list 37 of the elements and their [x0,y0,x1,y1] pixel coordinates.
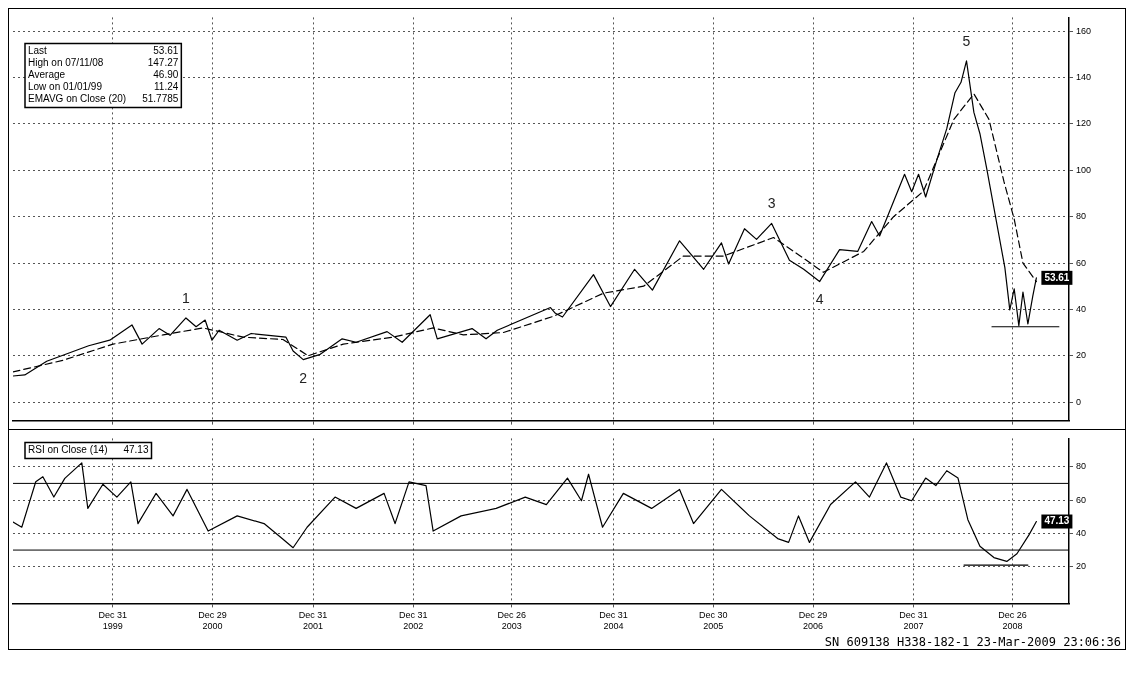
x-tick-label: Dec 29 2000 [198,610,227,632]
annotation: 5 [962,32,971,49]
y-tick-label: 120 [1076,118,1092,129]
y-tick-label: 140 [1076,72,1092,83]
y-tick-label: 160 [1076,25,1092,36]
text: EMAVG on Close (20) 51.7785 [28,93,179,105]
x-tick-label: Dec 26 2008 [998,610,1027,632]
annotation: 1 [182,289,191,306]
y-tick-label: 20 [1076,350,1087,361]
x-tick-label: Dec 30 2005 [698,610,728,632]
y-tick-label: 80 [1076,461,1087,472]
y-tick-label: 0 [1076,396,1082,407]
x-tick-label: Dec 31 2007 [899,610,928,632]
x-tick-label: Dec 31 2001 [298,610,328,632]
x-tick-label: Dec 29 2006 [798,610,828,632]
data-label: 47.13 [1044,515,1070,527]
x-tick-label: Dec 31 2004 [599,610,628,632]
x-tick-label: Dec 31 2002 [398,610,428,632]
x-tick-label: Dec 31 1999 [98,610,128,632]
y-tick-label: 80 [1076,211,1087,222]
annotation: 2 [299,369,308,386]
y-tick-label: 40 [1076,527,1087,538]
text: RSI on Close (14) 47.13 [28,444,149,456]
text: Low on 01/01/99 11.24 [28,81,179,93]
x-tick-label: Dec 26 2003 [497,610,527,632]
y-tick-label: 20 [1076,561,1087,572]
text: Last 53.61 [28,45,179,57]
annotation: 3 [767,195,776,212]
text: SN 609138 H338-182-1 23-Mar-2009 23:06:36 [9,635,1125,649]
text: High on 07/11/08 147.27 [28,57,179,69]
text: Average 46.90 [28,69,179,81]
y-tick-label: 60 [1076,494,1087,505]
data-label: 53.61 [1044,271,1070,283]
y-tick-label: 60 [1076,257,1087,268]
y-tick-label: 40 [1076,303,1087,314]
y-tick-label: 100 [1076,164,1092,175]
annotation: 4 [815,291,824,308]
